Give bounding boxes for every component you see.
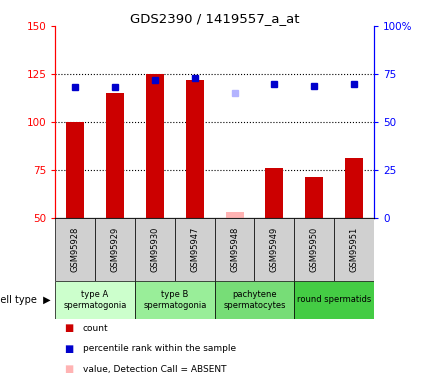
Title: GDS2390 / 1419557_a_at: GDS2390 / 1419557_a_at — [130, 12, 299, 25]
Text: count: count — [83, 324, 108, 333]
Text: pachytene
spermatocytes: pachytene spermatocytes — [223, 290, 286, 310]
Text: type B
spermatogonia: type B spermatogonia — [143, 290, 207, 310]
Bar — [146, 74, 164, 217]
Bar — [186, 80, 204, 218]
Text: ■: ■ — [64, 344, 73, 354]
Bar — [266, 168, 283, 217]
Bar — [135, 217, 175, 281]
Text: GSM95950: GSM95950 — [310, 227, 319, 272]
Text: GSM95948: GSM95948 — [230, 226, 239, 272]
Bar — [294, 281, 374, 319]
Text: type A
spermatogonia: type A spermatogonia — [63, 290, 127, 310]
Text: GSM95928: GSM95928 — [71, 226, 79, 272]
Text: GSM95947: GSM95947 — [190, 226, 199, 272]
Text: GSM95951: GSM95951 — [350, 227, 359, 272]
Bar — [226, 212, 244, 217]
Text: GSM95930: GSM95930 — [150, 226, 159, 272]
Bar — [255, 217, 294, 281]
Text: ■: ■ — [64, 323, 73, 333]
Bar — [106, 93, 124, 218]
Bar — [66, 122, 84, 218]
Bar — [305, 177, 323, 218]
Bar — [294, 217, 334, 281]
Text: ■: ■ — [64, 364, 73, 374]
Text: round spermatids: round spermatids — [297, 296, 371, 304]
Bar — [55, 281, 135, 319]
Text: cell type  ▶: cell type ▶ — [0, 295, 51, 305]
Bar — [215, 281, 294, 319]
Text: GSM95949: GSM95949 — [270, 227, 279, 272]
Text: percentile rank within the sample: percentile rank within the sample — [83, 344, 236, 353]
Text: value, Detection Call = ABSENT: value, Detection Call = ABSENT — [83, 365, 227, 374]
Bar — [345, 158, 363, 218]
Bar — [55, 217, 95, 281]
Text: GSM95929: GSM95929 — [110, 227, 119, 272]
Bar — [175, 217, 215, 281]
Bar — [215, 217, 255, 281]
Bar — [135, 281, 215, 319]
Bar — [95, 217, 135, 281]
Bar — [334, 217, 374, 281]
